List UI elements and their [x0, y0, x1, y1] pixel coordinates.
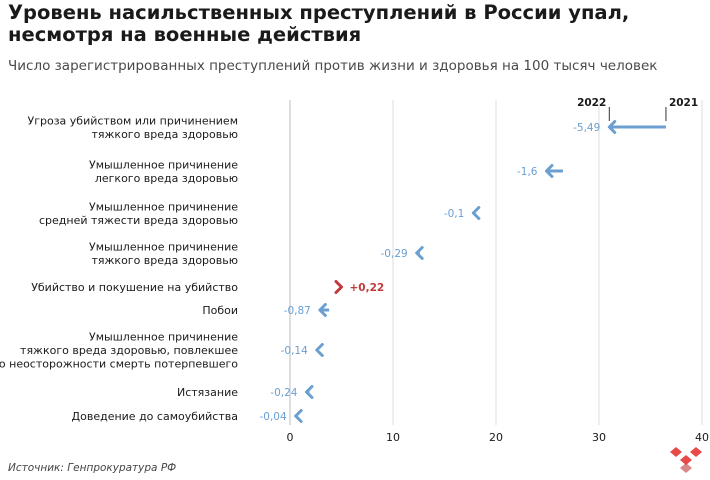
- x-tick-label: 0: [287, 431, 294, 444]
- data-label: +0,22: [350, 282, 385, 294]
- category-label: Убийство и покушение на убийство: [31, 281, 238, 294]
- brand-logo-icon: [670, 447, 702, 473]
- chart-subtitle: Число зарегистрированных преступлений пр…: [8, 58, 658, 74]
- change-arrow: [607, 120, 617, 134]
- data-label: -0,29: [381, 248, 408, 260]
- chart-title: Уровень насильственных преступлений в Ро…: [8, 1, 630, 46]
- legend-label-2022: 2022: [577, 97, 606, 109]
- data-label: -0,24: [270, 387, 297, 399]
- data-label: -0,1: [444, 208, 465, 220]
- change-arrow: [471, 206, 481, 220]
- change-arrow: [318, 303, 327, 317]
- source-note: Источник: Генпрокуратура РФ: [8, 462, 177, 474]
- change-arrow: [544, 164, 554, 178]
- change-arrow: [294, 409, 303, 423]
- change-arrow: [334, 280, 343, 294]
- change-arrow: [304, 385, 314, 399]
- category-label: Умышленное причинение: [89, 158, 238, 171]
- change-arrow: [315, 343, 324, 357]
- category-label: легкого вреда здоровью: [95, 172, 238, 185]
- category-label: Умышленное причинение: [89, 200, 238, 213]
- x-tick-label: 10: [386, 431, 400, 444]
- x-tick-label: 20: [489, 431, 503, 444]
- x-tick-label: 30: [592, 431, 606, 444]
- data-label: -5,49: [573, 122, 600, 134]
- category-label: Умышленное причинение: [89, 240, 238, 253]
- data-label: -0,14: [281, 345, 308, 357]
- category-label: по неосторожности смерть потерпевшего: [0, 358, 238, 371]
- change-arrow: [415, 246, 424, 260]
- category-label: средней тяжести вреда здоровью: [39, 214, 238, 227]
- data-label: -0,04: [259, 411, 286, 423]
- data-label: -0,87: [284, 305, 311, 317]
- category-label: Побои: [202, 304, 238, 317]
- category-label: тяжкого вреда здоровью: [91, 254, 238, 267]
- category-label: тяжкого вреда здоровью: [91, 128, 238, 141]
- arrow-chart: 0 10 20 30 40 2022 2021 Угроза убийством или пр…: [0, 97, 709, 444]
- category-label: Умышленное причинение: [89, 331, 238, 344]
- category-label: Истязание: [177, 386, 238, 399]
- data-label: -1,6: [517, 166, 538, 178]
- category-label: Доведение до самоубийства: [72, 410, 238, 423]
- x-tick-label: 40: [695, 431, 709, 444]
- category-label: тяжкого вреда здоровью, повлекшее: [20, 344, 238, 357]
- category-label: Угроза убийством или причинением: [28, 114, 239, 127]
- legend-label-2021: 2021: [669, 97, 698, 109]
